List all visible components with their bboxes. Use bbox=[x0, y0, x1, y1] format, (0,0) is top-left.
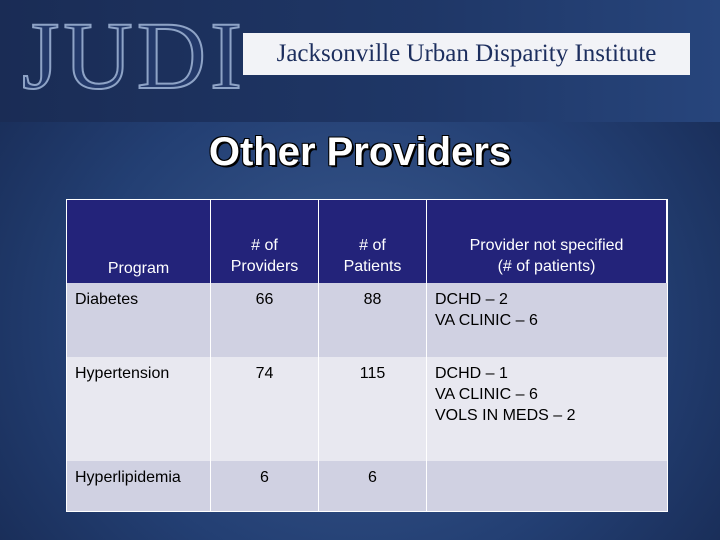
table-cell: 6 bbox=[211, 461, 319, 511]
cell-text: Diabetes bbox=[75, 291, 139, 308]
table-cell: Hyperlipidemia bbox=[67, 461, 211, 511]
header-cell: # of Patients bbox=[319, 200, 427, 283]
cell-text: # of bbox=[359, 237, 386, 254]
cell-text: Provider not specified bbox=[469, 237, 624, 254]
table-cell bbox=[427, 461, 667, 511]
logo: JUDI bbox=[21, 2, 246, 109]
cell-text: Patients bbox=[343, 258, 402, 275]
header-cell: # of Providers bbox=[211, 200, 319, 283]
cell-text: 6 bbox=[260, 469, 269, 486]
table-cell: 74 bbox=[211, 357, 319, 461]
table-cell: DCHD – 2 VA CLINIC – 6 bbox=[427, 283, 667, 357]
cell-text: 74 bbox=[255, 365, 274, 382]
table-cell: DCHD – 1 VA CLINIC – 6 VOLS IN MEDS – 2 bbox=[427, 357, 667, 461]
table-cell: 88 bbox=[319, 283, 427, 357]
table-cell: 66 bbox=[211, 283, 319, 357]
table-cell: 115 bbox=[319, 357, 427, 461]
cell-text: 66 bbox=[255, 291, 274, 308]
cell-text: DCHD – 1 bbox=[435, 365, 508, 382]
table: Program # of Providers # of Patients Provider… bbox=[66, 199, 668, 512]
cell-text: VA CLINIC – 6 bbox=[435, 386, 538, 403]
cell-text: Hypertension bbox=[75, 365, 170, 382]
header-cell: Program bbox=[67, 200, 211, 283]
cell-text: VA CLINIC – 6 bbox=[435, 312, 538, 329]
cell-text: 6 bbox=[368, 469, 377, 486]
cell-text: DCHD – 2 bbox=[435, 291, 508, 308]
cell-text: (# of patients) bbox=[497, 258, 596, 275]
table-cell: Diabetes bbox=[67, 283, 211, 357]
cell-text: 115 bbox=[359, 365, 386, 382]
slide-title: Other Providers bbox=[208, 130, 512, 174]
cell-text: 88 bbox=[363, 291, 382, 308]
cell-text: Program bbox=[107, 260, 170, 277]
table-cell: 6 bbox=[319, 461, 427, 511]
cell-text: # of bbox=[251, 237, 278, 254]
cell-text: VOLS IN MEDS – 2 bbox=[435, 407, 576, 424]
header-cell: Provider not specified (# of patients) bbox=[427, 200, 667, 283]
institute-name: Jacksonville Urban Disparity Institute bbox=[243, 33, 690, 75]
cell-text: Providers bbox=[230, 258, 299, 275]
cell-text: Hyperlipidemia bbox=[75, 469, 181, 486]
table-cell: Hypertension bbox=[67, 357, 211, 461]
